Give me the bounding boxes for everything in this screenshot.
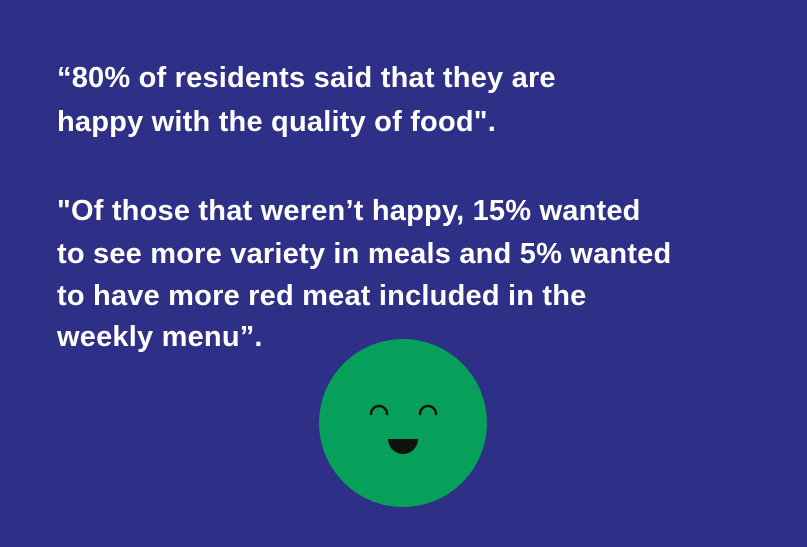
quote-line: to see more variety in meals and 5% want… [57, 238, 672, 270]
quote-line: “80% of residents said that they are [57, 62, 556, 94]
mouth [388, 439, 418, 454]
quote-line: "Of those that weren’t happy, 15% wanted [57, 195, 641, 227]
left-eye [369, 404, 389, 416]
quote-line: happy with the quality of food". [57, 106, 497, 138]
quote-line: to have more red meat included in the [57, 280, 587, 312]
face [319, 339, 487, 507]
right-eye [418, 404, 438, 416]
quote-line: weekly menu”. [57, 321, 263, 353]
